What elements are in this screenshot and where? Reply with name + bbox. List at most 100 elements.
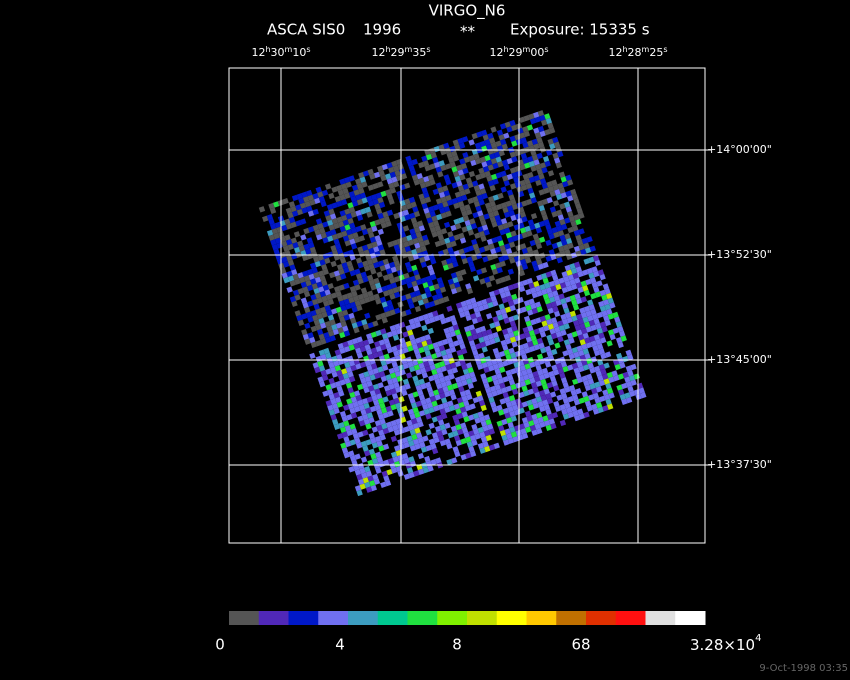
pixel — [391, 160, 398, 167]
pixel — [446, 199, 454, 206]
pixel — [434, 378, 441, 385]
pixel — [402, 209, 410, 216]
pixel — [395, 402, 402, 409]
pixel — [558, 277, 565, 284]
pixel — [579, 307, 586, 314]
pixel — [437, 202, 444, 210]
pixel — [576, 361, 583, 368]
pixel — [529, 287, 537, 294]
pixel — [339, 410, 347, 418]
pixel — [451, 457, 458, 464]
pixel — [408, 318, 415, 325]
pixel — [539, 421, 546, 428]
pixel — [324, 257, 331, 265]
pixel — [469, 297, 477, 304]
pixel — [536, 136, 543, 144]
pixel — [400, 416, 407, 423]
pixel — [382, 364, 389, 371]
pixel — [377, 212, 384, 220]
pixel — [491, 268, 499, 276]
pixel — [371, 257, 378, 264]
pixel — [348, 206, 356, 214]
pixel — [403, 457, 410, 465]
pixel — [410, 201, 417, 208]
pixel — [362, 276, 369, 283]
pixel — [369, 405, 377, 413]
ra-unit: m — [405, 45, 413, 54]
pixel — [366, 348, 373, 356]
pixel — [418, 177, 425, 185]
pixel — [391, 329, 398, 337]
pixel — [309, 352, 316, 360]
pixel — [509, 167, 517, 174]
pixel — [566, 285, 573, 292]
pixel — [533, 280, 540, 288]
pixel — [480, 219, 487, 227]
pixel — [582, 285, 589, 292]
ra-value: 35 — [412, 46, 426, 59]
pixel — [393, 366, 400, 373]
pixel — [444, 390, 451, 398]
pixel — [619, 362, 626, 369]
pixel — [418, 346, 425, 354]
pixel — [338, 300, 346, 307]
pixel — [607, 313, 615, 320]
pixel — [305, 279, 312, 287]
pixel — [443, 296, 450, 303]
pixel — [417, 315, 425, 322]
pixel — [324, 305, 331, 312]
pixel — [466, 393, 473, 401]
pixel — [554, 342, 561, 349]
pixel — [389, 187, 397, 194]
pixel — [308, 273, 315, 280]
pixel — [333, 407, 340, 415]
pixel — [499, 123, 507, 130]
pixel — [298, 197, 305, 205]
pixel — [338, 316, 346, 323]
pixel — [386, 299, 393, 307]
pixel — [555, 146, 562, 153]
pixel — [394, 170, 401, 177]
pixel — [461, 210, 468, 217]
pixel — [355, 209, 362, 217]
pixel — [561, 408, 568, 416]
pixel — [640, 392, 647, 399]
pixel — [459, 311, 466, 319]
pixel — [477, 411, 484, 418]
pixel — [548, 233, 555, 240]
pixel — [454, 144, 461, 151]
pixel — [347, 339, 354, 347]
pixel — [343, 176, 351, 184]
pixel — [594, 291, 602, 298]
pixel — [507, 406, 514, 413]
pixel — [428, 422, 435, 430]
pixel — [560, 223, 568, 231]
pixel — [506, 173, 514, 181]
pixel — [472, 243, 479, 250]
pixel — [443, 174, 450, 181]
pixel — [373, 171, 381, 179]
pixel — [499, 276, 507, 283]
pixel — [551, 274, 559, 281]
pixel — [363, 402, 370, 410]
pixel — [458, 142, 466, 149]
pixel — [414, 427, 421, 434]
pixel — [527, 171, 534, 179]
pixel — [408, 424, 415, 431]
pixel — [543, 325, 550, 332]
pixel — [483, 245, 491, 252]
pixel — [619, 393, 626, 401]
pixel — [368, 448, 376, 455]
pixel — [498, 287, 505, 294]
pixel — [487, 195, 495, 203]
pixel — [477, 210, 484, 217]
pixel — [401, 405, 408, 412]
pixel — [350, 227, 358, 234]
pixel — [583, 395, 590, 403]
pixel — [581, 359, 588, 366]
pixel — [502, 407, 510, 415]
pixel — [526, 399, 533, 406]
pixel — [420, 261, 427, 268]
pixel — [539, 284, 546, 291]
pixel — [605, 382, 612, 390]
